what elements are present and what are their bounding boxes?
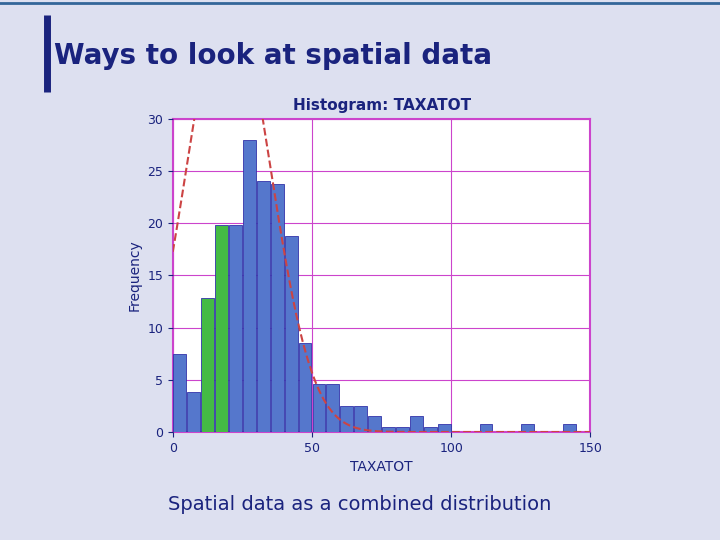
Bar [326,384,339,432]
Bar [480,424,492,432]
Bar [271,184,284,432]
Bar [201,299,214,432]
Bar [341,406,354,432]
Bar [284,236,297,432]
Bar [410,416,423,432]
Bar [368,416,381,432]
Text: Ways to look at spatial data: Ways to look at spatial data [54,42,492,70]
Bar [424,427,437,432]
Bar [187,393,200,432]
Bar [396,427,409,432]
Bar [229,225,242,432]
X-axis label: TAXATOT: TAXATOT [351,460,413,474]
Bar [438,424,451,432]
Bar [243,140,256,432]
Bar [215,225,228,432]
Bar [521,424,534,432]
Text: Spatial data as a combined distribution: Spatial data as a combined distribution [168,495,552,515]
Bar [382,427,395,432]
Bar [257,181,270,432]
Bar [563,424,576,432]
Bar [299,343,312,432]
Title: Histogram: TAXATOT: Histogram: TAXATOT [292,98,471,113]
Bar [174,354,186,432]
Bar [312,384,325,432]
Bar [354,406,367,432]
Y-axis label: Frequency: Frequency [127,240,142,311]
